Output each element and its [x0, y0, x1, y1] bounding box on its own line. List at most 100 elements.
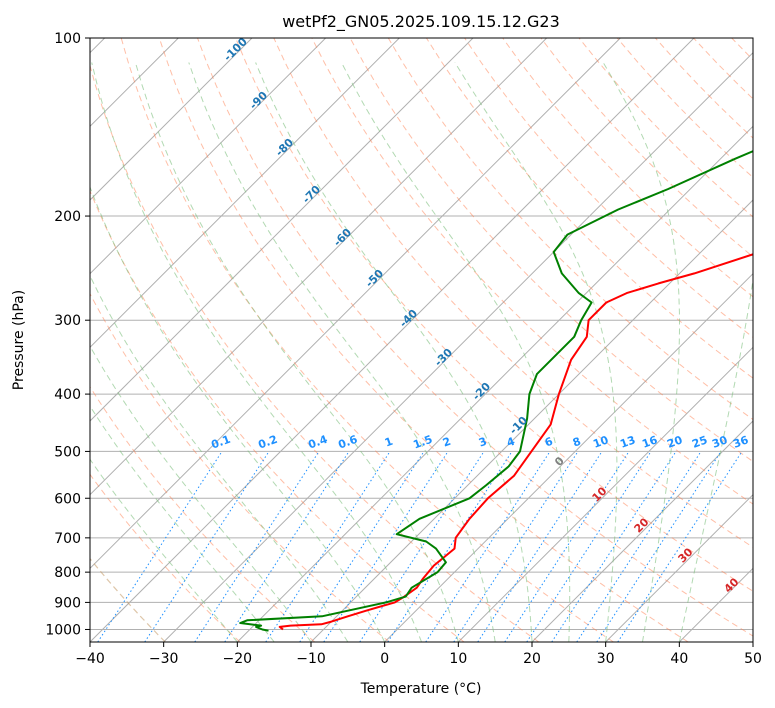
mixing-ratio-line: [551, 451, 677, 642]
mixing-ratio-label: 20: [665, 433, 684, 451]
mixing-ratio-line: [617, 451, 743, 642]
mixing-ratio-label: 0.2: [256, 433, 279, 452]
dry-adiabat-line: [425, 38, 753, 379]
dry-adiabat-line: [349, 38, 753, 463]
moist-adiabat-line: [341, 62, 571, 642]
isotherm-label: -30: [432, 346, 455, 369]
plot-frame: [89, 37, 754, 643]
y-tick-label: 400: [54, 387, 81, 403]
mixing-ratio-line: [265, 451, 391, 642]
x-tick-label: −40: [75, 651, 105, 667]
mixing-ratio-label: 0.6: [336, 433, 359, 452]
x-tick-label: 20: [523, 651, 541, 667]
dry-adiabat-line: [90, 385, 316, 642]
dry-adiabat-line: [90, 189, 465, 642]
isotherm-label: -50: [363, 267, 386, 290]
mixing-ratio-label: 4: [505, 435, 517, 450]
mixing-ratio-label: 0.1: [209, 433, 232, 452]
mixing-ratio-line: [576, 451, 702, 642]
moist-adiabat-line: [134, 62, 459, 642]
dry-adiabat-line: [655, 38, 753, 139]
isotherm-line: [90, 38, 548, 496]
mixing-ratio-label: 2: [441, 435, 453, 450]
isotherm-label: -60: [331, 226, 354, 249]
y-tick-label: 500: [54, 444, 81, 460]
y-tick-label: 100: [54, 31, 81, 47]
isotherm-label: -20: [470, 380, 493, 403]
dry-adiabat-line: [235, 38, 753, 592]
moist-adiabat-line: [90, 345, 312, 642]
moist-adiabat-line: [188, 62, 496, 642]
dry-adiabat-line: [502, 38, 753, 298]
dry-adiabat-line: [90, 292, 390, 642]
mixing-ratio-label: 16: [640, 433, 659, 451]
mixing-ratio-line: [504, 451, 630, 642]
y-tick-label: 1000: [45, 622, 81, 638]
mixing-ratio-line: [224, 451, 350, 642]
moist-adiabat-line: [91, 62, 422, 642]
isotherm-line: [90, 38, 621, 570]
moist-adiabat-line: [454, 62, 618, 642]
isotherm-line: [531, 420, 753, 642]
x-tick-label: 40: [670, 651, 688, 667]
isotherm-line: [90, 38, 695, 642]
x-tick-label: −10: [296, 651, 326, 667]
mixing-ratio-label: 25: [690, 433, 709, 450]
x-tick-label: −30: [149, 651, 179, 667]
isotherm-label: 20: [632, 515, 652, 535]
x-tick-label: 50: [744, 651, 762, 667]
dry-adiabat-line: [197, 38, 753, 637]
moist-adiabat-line: [90, 405, 275, 642]
y-axis-label: Pressure (hPa): [11, 290, 27, 390]
mixing-ratio-label: 10: [591, 433, 610, 451]
moist-adiabat-line: [602, 62, 680, 642]
isotherm-line: [90, 38, 474, 422]
y-tick-label: 300: [54, 313, 81, 329]
isotherm-label: 30: [676, 545, 696, 565]
moist-adiabat-line: [90, 458, 238, 642]
dewpoint-line: [239, 150, 753, 632]
mixing-ratio-line: [387, 451, 513, 642]
isotherm-line: [752, 641, 753, 642]
mixing-ratio-label: 8: [571, 435, 583, 450]
x-tick-label: 10: [449, 651, 467, 667]
chart-title: wetPf2_GN05.2025.109.15.12.G23: [282, 12, 560, 32]
isotherm-label: -70: [300, 183, 323, 206]
isotherm-line: [384, 272, 753, 642]
x-axis-label: Temperature (°C): [360, 681, 482, 697]
mixing-ratio-label: 0.4: [306, 433, 329, 452]
isotherm-line: [90, 38, 327, 275]
dry-adiabat-line: [90, 473, 241, 642]
mixing-ratio-line: [97, 451, 223, 642]
dry-adiabat-line: [387, 38, 753, 421]
y-tick-label: 800: [54, 565, 81, 581]
isotherm-line: [457, 346, 753, 642]
isotherm-label: -80: [273, 136, 296, 159]
mixing-ratio-line: [299, 451, 425, 642]
mixing-ratio-line: [144, 451, 270, 642]
isotherm-line: [163, 51, 753, 642]
mixing-ratio-line: [453, 451, 579, 642]
isotherm-line: [90, 38, 400, 349]
isotherm-line: [605, 493, 753, 642]
moist-adiabat-line: [678, 276, 753, 642]
isotherm-line: [310, 199, 753, 642]
isotherm-line: [678, 567, 753, 642]
mixing-ratio-label: 6: [543, 435, 555, 450]
mixing-ratio-label: 13: [618, 433, 637, 450]
mixing-ratio-label: 1.5: [411, 433, 434, 452]
mixing-ratio-line: [359, 451, 485, 642]
y-tick-label: 200: [54, 209, 81, 225]
mixing-ratio-label: 30: [710, 433, 729, 451]
mixing-ratio-label: 36: [731, 433, 750, 451]
x-tick-label: 30: [597, 651, 615, 667]
y-tick-label: 600: [54, 491, 81, 507]
dry-adiabat-line: [90, 63, 540, 642]
dry-adiabat-line: [464, 38, 753, 338]
isotherm-label: 40: [722, 575, 742, 595]
mixing-ratio-line: [526, 451, 652, 642]
isotherm-label: 10: [590, 484, 610, 504]
x-tick-label: 0: [380, 651, 389, 667]
mixing-ratio-line: [323, 451, 449, 642]
